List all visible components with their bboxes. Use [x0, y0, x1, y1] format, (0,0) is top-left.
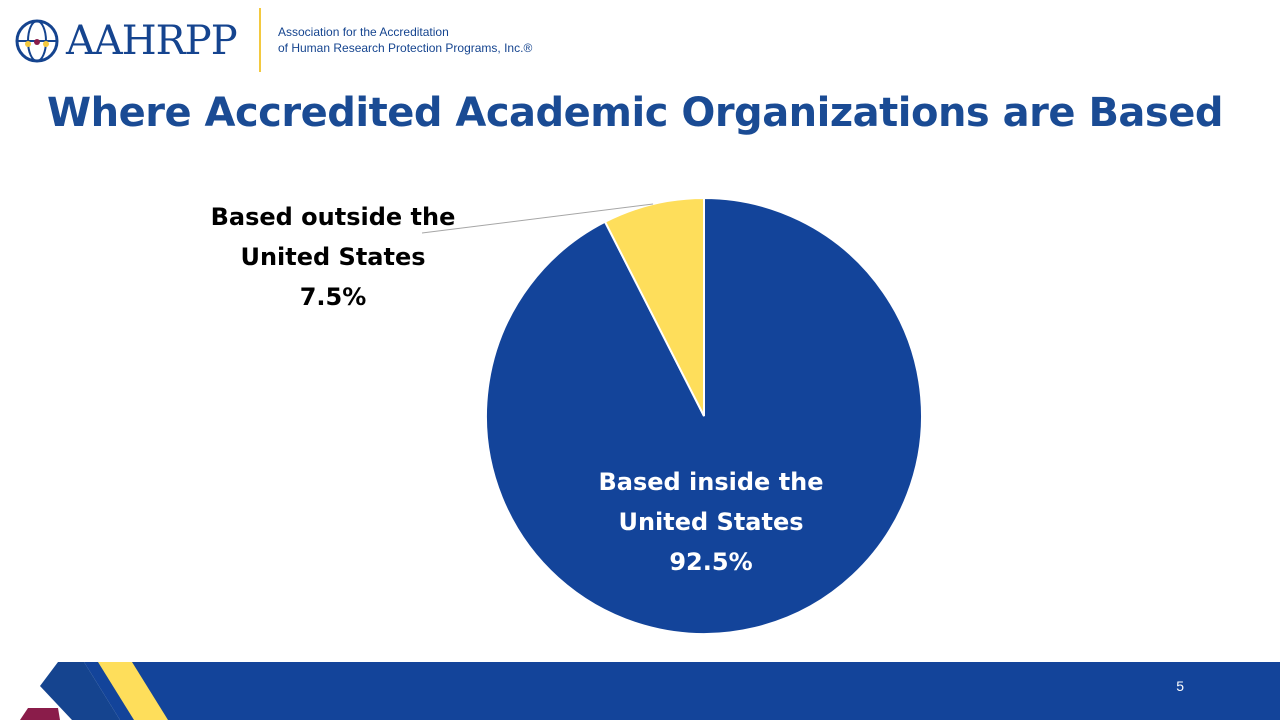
pie-label-0-line-1: United States [618, 508, 803, 536]
pie-slice-1 [603, 196, 705, 417]
pie-label-1: Based outside the United States 7.5% [211, 203, 456, 311]
pie-label-0-line-0: Based inside the [598, 468, 823, 496]
pie-label-0: Based inside the United States 92.5% [598, 468, 823, 576]
logo-divider [259, 8, 261, 72]
pie-leader-line-1 [421, 203, 654, 234]
org-name-line-1: Association for the Accreditation [278, 25, 449, 39]
pie-label-1-line-0: Based outside the [211, 203, 456, 231]
org-name-line-2: of Human Research Protection Programs, I… [278, 41, 533, 55]
pie-label-1-line-1: United States [240, 243, 425, 271]
slide-title: Where Accredited Academic Organizations … [46, 90, 1224, 136]
page-number: 5 [1176, 678, 1184, 694]
pie-label-0-line-2: 92.5% [669, 548, 752, 576]
globe-people-icon [15, 19, 59, 63]
logo-wordmark: AAHRPP [66, 18, 238, 64]
footer-bar [0, 662, 1280, 720]
logo-org-name: Association for the Accreditation of Hum… [278, 24, 532, 56]
pie-label-1-line-2: 7.5% [300, 283, 367, 311]
header-logo: AAHRPP Association for the Accreditation… [14, 8, 574, 72]
